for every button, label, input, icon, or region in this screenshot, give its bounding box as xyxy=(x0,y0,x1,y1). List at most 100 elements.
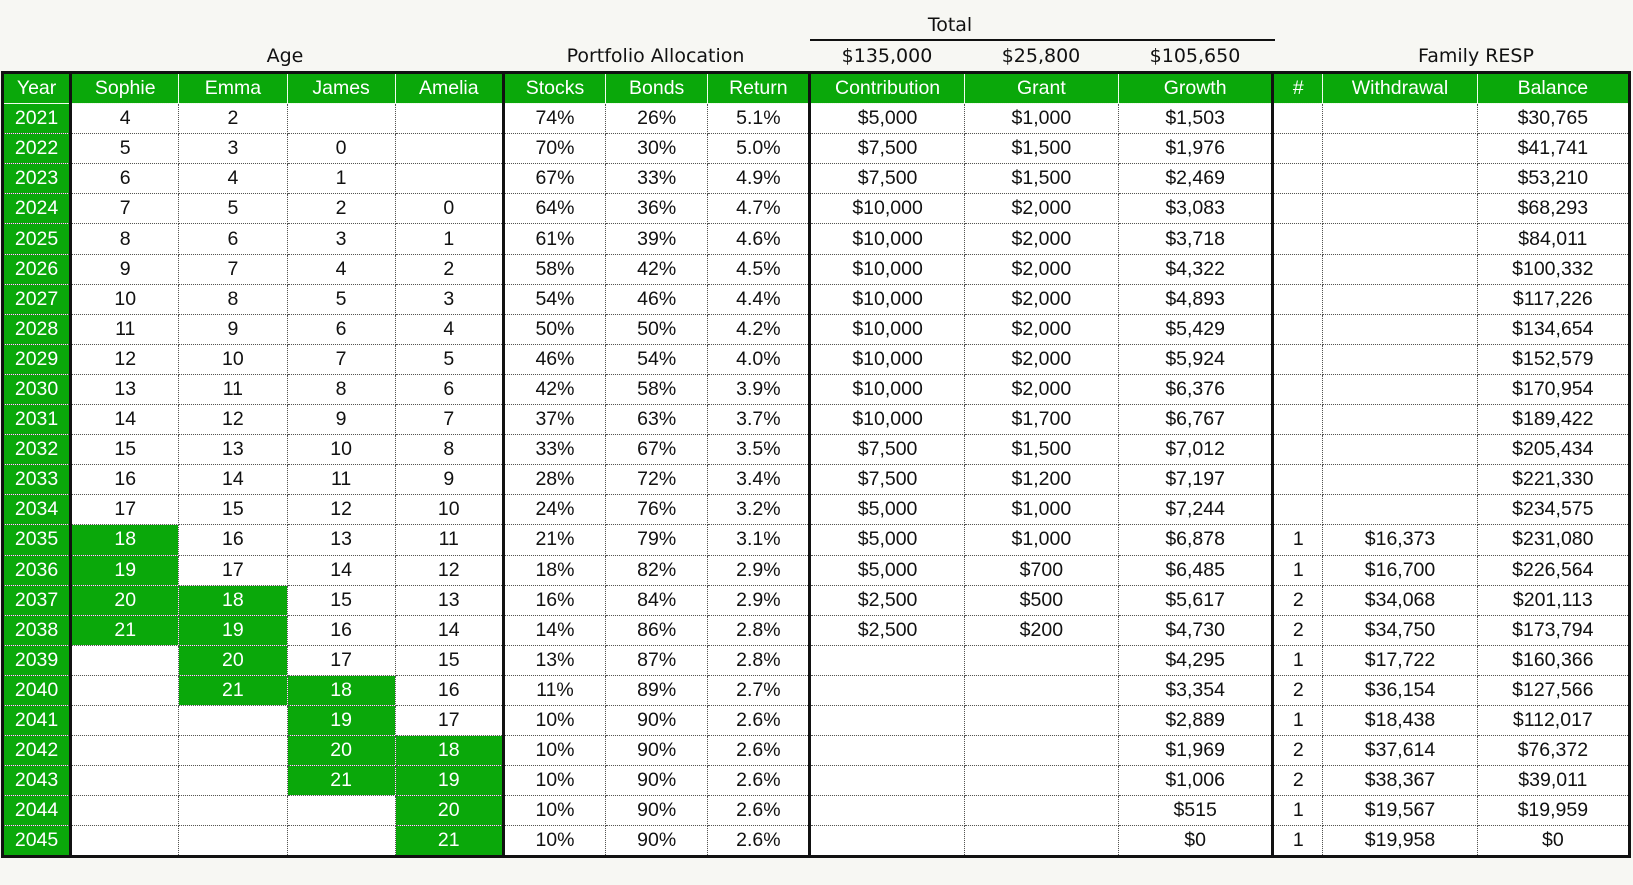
table-cell: 84% xyxy=(605,584,709,616)
table-cell: 17 xyxy=(178,554,288,586)
table-cell: $2,000 xyxy=(963,283,1120,315)
table-cell: 19 xyxy=(70,554,180,586)
year-cell: 2045 xyxy=(1,825,73,858)
table-cell: 42% xyxy=(605,253,709,285)
table-cell: 50% xyxy=(501,313,607,345)
table-cell: 13 xyxy=(286,524,396,556)
table-cell: $700 xyxy=(963,554,1120,586)
table-cell: $7,500 xyxy=(808,163,965,195)
table-cell xyxy=(1271,343,1324,375)
table-cell xyxy=(1322,434,1478,466)
table-cell: $1,500 xyxy=(963,434,1120,466)
table-cell: $1,969 xyxy=(1117,735,1274,767)
table-cell: $6,878 xyxy=(1117,524,1274,556)
table-cell: $1,200 xyxy=(963,464,1120,496)
total-underline xyxy=(810,39,1275,41)
table-cell: 10% xyxy=(501,795,607,827)
table-cell xyxy=(1271,404,1324,436)
table-cell: 46% xyxy=(605,283,709,315)
table-cell: 11 xyxy=(394,524,504,556)
table-cell: 86% xyxy=(605,614,709,646)
table-cell: 67% xyxy=(605,434,709,466)
column-header-bonds: Bonds xyxy=(605,71,709,105)
table-row: 2040 21 18 16 11% 89% 2.7% $3,354 2 $36,154 $127,5… xyxy=(1,674,1631,706)
table-cell: 70% xyxy=(501,133,607,165)
table-cell: 4 xyxy=(394,313,504,345)
table-cell xyxy=(1322,253,1478,285)
table-cell: 2 xyxy=(1271,735,1324,767)
table-cell: 2.6% xyxy=(707,704,811,737)
table-cell: 26% xyxy=(605,103,709,135)
year-cell: 2021 xyxy=(1,103,73,135)
table-cell: 10 xyxy=(70,283,180,315)
table-cell: $500 xyxy=(963,584,1120,616)
column-header-sophie: Sophie xyxy=(70,71,180,105)
table-cell: $30,765 xyxy=(1476,103,1631,135)
table-cell: 2.7% xyxy=(707,674,811,706)
table-cell xyxy=(286,825,396,858)
table-cell: $16,700 xyxy=(1322,554,1478,586)
table-cell: 18% xyxy=(501,554,607,586)
year-cell: 2029 xyxy=(1,343,73,375)
table-row: 2029 12 10 7 5 46% 54% 4.0% $10,000 $2,000 $5,924 $… xyxy=(1,343,1631,375)
table-cell: $4,295 xyxy=(1117,644,1274,676)
table-cell: $2,000 xyxy=(963,313,1120,345)
table-cell: 2 xyxy=(1271,765,1324,797)
table-cell: 4.2% xyxy=(707,313,811,345)
table-cell: 58% xyxy=(605,373,709,406)
table-cell: $201,113 xyxy=(1476,584,1631,616)
table-cell: 0 xyxy=(394,193,504,225)
table-cell: 5 xyxy=(70,133,180,165)
table-cell xyxy=(286,103,396,135)
table-cell: 17 xyxy=(394,704,504,737)
table-cell: 33% xyxy=(501,434,607,466)
table-cell: 2 xyxy=(1271,614,1324,646)
table-cell: $2,889 xyxy=(1117,704,1274,737)
table-cell: $7,244 xyxy=(1117,494,1274,526)
table-cell: 5 xyxy=(286,283,396,315)
table-cell: 4 xyxy=(70,103,180,135)
table-cell: 42% xyxy=(501,373,607,406)
table-cell: 10 xyxy=(286,434,396,466)
table-cell: 14 xyxy=(286,554,396,586)
table-cell: 74% xyxy=(501,103,607,135)
table-cell xyxy=(1271,133,1324,165)
table-cell: 5 xyxy=(394,343,504,375)
table-row: 2026 9 7 4 2 58% 42% 4.5% $10,000 $2,000 $4,322 $10… xyxy=(1,253,1631,285)
table-cell: $2,500 xyxy=(808,584,965,616)
table-cell: 76% xyxy=(605,494,709,526)
table-cell: 16 xyxy=(178,524,288,556)
table-cell: $226,564 xyxy=(1476,554,1631,586)
table-row: 2045 21 10% 90% 2.6% $0 1 $19,958 $0 xyxy=(1,825,1631,858)
table-cell: $10,000 xyxy=(808,313,965,345)
table-cell: 1 xyxy=(394,223,504,255)
year-cell: 2039 xyxy=(1,644,73,676)
table-cell: $38,367 xyxy=(1322,765,1478,797)
column-header-balance: Balance xyxy=(1476,71,1631,105)
table-cell xyxy=(808,735,965,767)
table-cell: 4.7% xyxy=(707,193,811,225)
table-cell: 16 xyxy=(394,674,504,706)
table-cell: 9 xyxy=(394,464,504,496)
table-cell: 14 xyxy=(178,464,288,496)
table-cell: 15 xyxy=(178,494,288,526)
table-cell: $5,924 xyxy=(1117,343,1274,375)
table-cell xyxy=(1322,313,1478,345)
table-body: 2021 4 2 74% 26% 5.1% $5,000 $1,000 $1,503 $30,76… xyxy=(1,103,1631,858)
table-cell xyxy=(808,704,965,737)
table-cell: $1,976 xyxy=(1117,133,1274,165)
table-cell: 14 xyxy=(394,614,504,646)
table-cell xyxy=(70,825,180,858)
table-cell: $173,794 xyxy=(1476,614,1631,646)
year-cell: 2022 xyxy=(1,133,73,165)
table-cell: 18 xyxy=(394,735,504,767)
table-cell: 7 xyxy=(286,343,396,375)
table-cell: 1 xyxy=(1271,524,1324,556)
table-cell: 2 xyxy=(394,253,504,285)
table-cell: $5,000 xyxy=(808,524,965,556)
table-cell: 1 xyxy=(1271,704,1324,737)
table-row: 2025 8 6 3 1 61% 39% 4.6% $10,000 $2,000 $3,718 $84… xyxy=(1,223,1631,255)
table-cell xyxy=(1322,283,1478,315)
table-cell: 10 xyxy=(178,343,288,375)
table-cell: 10 xyxy=(394,494,504,526)
